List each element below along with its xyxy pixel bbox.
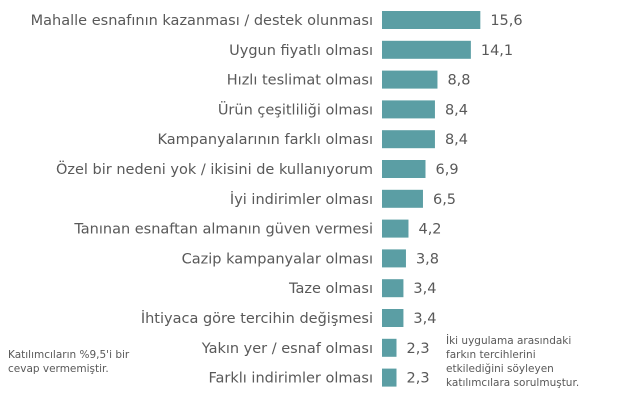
bar (382, 11, 481, 29)
value-label: 15,6 (490, 13, 522, 29)
value-label: 4,2 (418, 222, 441, 238)
value-label: 3,4 (413, 281, 436, 297)
bar (382, 130, 435, 149)
category-label: Cazip kampanyalar olması (182, 251, 373, 267)
bar (382, 189, 423, 208)
bar (382, 279, 404, 298)
category-label: Taze olması (288, 281, 373, 297)
bar (382, 338, 397, 357)
note-question-scope: İki uygulama arasındaki farkın tercihler… (446, 335, 580, 389)
category-label: Tanınan esnaftan almanın güven vermesi (73, 222, 373, 238)
note-nonresponse: Katılımcıların %9,5'i bir cevap vermemiş… (8, 349, 130, 375)
bar (382, 219, 409, 238)
value-label: 8,8 (447, 73, 470, 89)
value-label: 3,4 (413, 311, 436, 327)
value-label: 3,8 (416, 251, 439, 267)
category-label: Hızlı teslimat olması (227, 73, 373, 89)
value-label: 6,5 (433, 192, 456, 208)
category-label: Ürün çeşitliliği olması (218, 100, 373, 118)
category-label: İyi indirimler olması (230, 190, 373, 208)
value-label: 2,3 (406, 341, 429, 357)
bar (382, 70, 438, 89)
category-label: İhtiyaca göre tercihin değişmesi (141, 309, 373, 327)
category-label: Özel bir nedeni yok / ikisini de kullanı… (56, 160, 373, 178)
value-label: 6,9 (435, 162, 458, 178)
category-label: Uygun fiyatlı olması (229, 43, 373, 59)
bar (382, 160, 426, 178)
category-label: Mahalle esnafının kazanması / destek olu… (31, 13, 373, 29)
category-label: Farklı indirimler olması (209, 371, 374, 387)
category-label: Yakın yer / esnaf olması (201, 341, 373, 357)
category-label: Kampanyalarının farklı olması (158, 132, 373, 148)
value-label: 2,3 (406, 371, 429, 387)
value-label: 8,4 (445, 132, 468, 148)
bar (382, 309, 404, 327)
bar (382, 100, 435, 119)
value-label: 8,4 (445, 102, 468, 118)
bar (382, 249, 406, 268)
value-label: 14,1 (481, 43, 513, 59)
bar (382, 40, 471, 59)
bar (382, 368, 397, 387)
